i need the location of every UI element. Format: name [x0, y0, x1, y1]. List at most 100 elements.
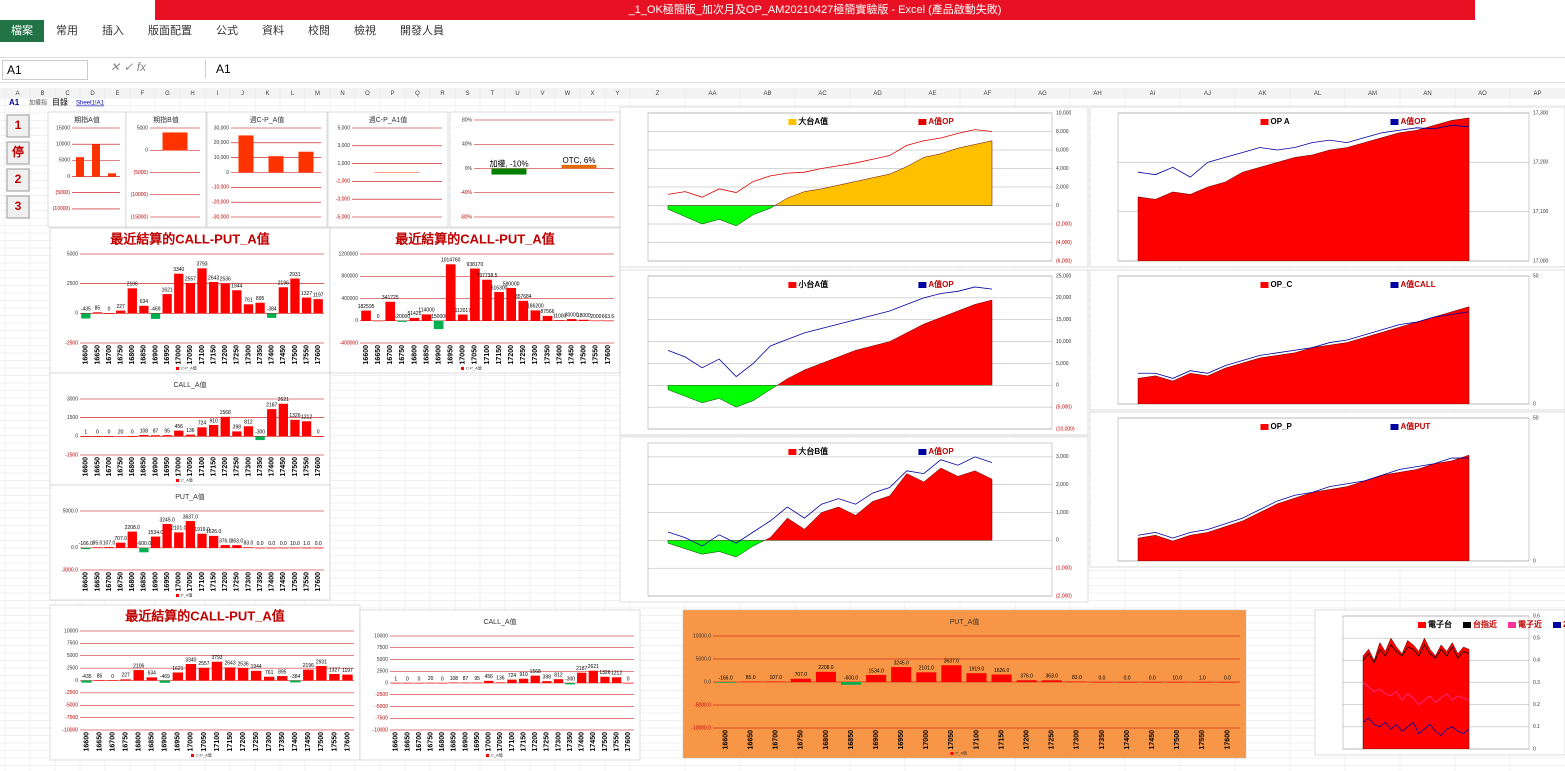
- bar: [298, 151, 314, 173]
- chart-title: 最近結算的CALL-PUT_A值: [110, 231, 270, 246]
- x-tick-label: 17000: [176, 457, 183, 477]
- data-label: 1327: [329, 667, 340, 673]
- tab[interactable]: 公式: [216, 25, 238, 37]
- bar: [449, 682, 459, 683]
- data-label: 182595: [358, 304, 375, 310]
- data-label: 590000: [503, 281, 520, 287]
- x-tick-label: 17200: [508, 345, 515, 365]
- cell-a1: A1: [9, 98, 20, 107]
- tab[interactable]: 資料: [262, 25, 284, 37]
- bar: [162, 435, 172, 437]
- legend-label: OP_P: [1271, 422, 1293, 431]
- macro-button[interactable]: [6, 141, 30, 165]
- data-label: 0: [111, 674, 114, 680]
- y-tick-label: 2,000: [1056, 482, 1069, 488]
- chart-area: [359, 609, 641, 761]
- data-label: 3340: [185, 657, 196, 663]
- bar: [208, 281, 219, 314]
- data-label: 3245.0: [159, 517, 175, 523]
- bar: [457, 314, 468, 321]
- x-tick-label: 16850: [141, 457, 148, 477]
- macro-button[interactable]: [6, 168, 30, 192]
- y-tick-label: 80%: [462, 117, 473, 123]
- col-header: AP: [1533, 91, 1541, 97]
- data-label: 0.0: [257, 541, 264, 547]
- x-tick-label: 17150: [998, 730, 1005, 750]
- legend-label: A值CALL: [1401, 279, 1436, 289]
- bar: [127, 531, 137, 548]
- data-label: 2000: [590, 314, 601, 320]
- bar: [139, 547, 149, 553]
- bar: [162, 294, 172, 314]
- data-label: 3245.0: [894, 660, 910, 666]
- x-tick-label: 16600: [83, 345, 90, 365]
- formula-input[interactable]: A1: [205, 60, 1565, 78]
- data-label: 1944: [231, 284, 242, 290]
- bar: [495, 682, 506, 683]
- data-label: 83.0: [244, 541, 254, 547]
- y-tick-label: 0.2: [1533, 702, 1540, 708]
- chart-title: 期指A值: [74, 115, 100, 124]
- bar: [174, 430, 184, 437]
- data-label: 107.0: [769, 675, 782, 681]
- bar: [255, 436, 265, 441]
- data-label: 87: [463, 676, 469, 682]
- y-tick-label: 1,000: [337, 161, 350, 167]
- x-tick-label: 16950: [164, 345, 171, 365]
- x-tick-label: 16600: [722, 730, 729, 750]
- macro-button[interactable]: [6, 195, 30, 219]
- legend-label: 大台A值: [798, 116, 828, 126]
- data-label: 108: [450, 676, 459, 682]
- bar: [790, 678, 811, 682]
- tab[interactable]: 常用: [56, 25, 78, 37]
- chart-title: CALL_A值: [173, 380, 206, 389]
- bar: [603, 320, 613, 322]
- data-label: 85.0: [746, 675, 756, 681]
- bar: [966, 673, 987, 682]
- data-label: -600.0: [137, 541, 151, 547]
- file-tab[interactable]: 檔案: [0, 20, 44, 42]
- tab[interactable]: 版面配置: [148, 25, 192, 37]
- data-label: 456: [485, 674, 494, 680]
- bar: [361, 310, 371, 321]
- data-label: 0: [418, 676, 421, 682]
- y-tick-label: 0: [75, 678, 78, 684]
- x-tick-label: 16600: [363, 345, 370, 365]
- data-label: 2187: [266, 402, 277, 408]
- macro-button[interactable]: [6, 114, 30, 138]
- bar: [185, 521, 196, 548]
- legend-label: 電子台: [1428, 619, 1452, 629]
- data-label: 107.0: [103, 540, 116, 546]
- tab[interactable]: 插入: [102, 25, 124, 37]
- x-tick-label: 17100: [973, 730, 980, 750]
- chart-title: 最近結算的CALL-PUT_A值: [395, 231, 555, 246]
- x-tick-label: 17600: [1224, 730, 1231, 750]
- data-label: 3793: [196, 262, 207, 268]
- x-tick-label: 17600: [315, 457, 322, 477]
- bar: [232, 290, 242, 314]
- data-label: 1626.0: [206, 529, 222, 535]
- cell-link: Sheet1!A1: [76, 101, 105, 107]
- data-label: 707.0: [114, 536, 127, 542]
- x-tick-label: 16650: [94, 572, 101, 592]
- data-label: 1568: [530, 669, 541, 675]
- macro-button-label: 3: [15, 199, 22, 213]
- tab[interactable]: 校閱: [308, 25, 330, 37]
- legend-label: 台指近: [1473, 619, 1497, 629]
- x-tick-label: 16850: [423, 345, 430, 365]
- legend-swatch: [1463, 622, 1471, 628]
- x-tick-label: 16950: [448, 345, 455, 365]
- data-label: 2557: [185, 276, 196, 282]
- x-tick-label: 17350: [1099, 730, 1106, 750]
- tab[interactable]: 開發人員: [400, 25, 444, 37]
- bar: [591, 320, 601, 322]
- col-header: I: [217, 91, 219, 97]
- fx-icon[interactable]: ✕ ✓ fx: [110, 60, 147, 74]
- area: [1362, 637, 1470, 749]
- tab[interactable]: 檢視: [354, 25, 376, 37]
- col-header: AJ: [1204, 91, 1211, 97]
- bar: [232, 431, 242, 437]
- chart-area: [125, 111, 207, 228]
- name-box[interactable]: A1: [2, 60, 88, 80]
- bar: [108, 173, 116, 177]
